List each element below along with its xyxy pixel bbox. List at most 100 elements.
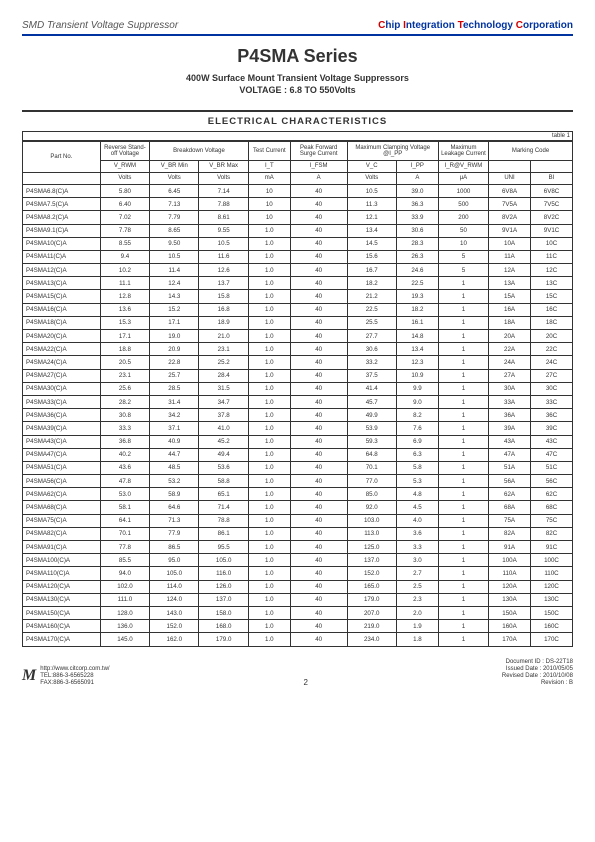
table-cell: 179.0 <box>199 633 248 646</box>
table-cell: 39.0 <box>396 184 438 197</box>
table-cell: 64.1 <box>100 514 149 527</box>
table-cell: 7.6 <box>396 422 438 435</box>
table-cell: 86.5 <box>150 541 199 554</box>
table-cell: 22.5 <box>396 277 438 290</box>
col-header-symbol: V_BR Min <box>150 160 199 172</box>
table-row: P4SMA15(C)A12.814.315.81.04021.219.3115A… <box>23 290 573 303</box>
table-cell: 8V2A <box>489 211 531 224</box>
table-cell: 91C <box>530 541 572 554</box>
table-row: P4SMA120(C)A102.0114.0126.01.040165.02.5… <box>23 580 573 593</box>
table-cell: 43A <box>489 435 531 448</box>
table-cell: 30.6 <box>347 343 396 356</box>
table-row: P4SMA39(C)A33.337.141.01.04053.97.6139A3… <box>23 422 573 435</box>
table-cell: 91A <box>489 541 531 554</box>
table-cell: 62C <box>530 488 572 501</box>
table-cell: 16.8 <box>199 303 248 316</box>
table-cell: 14.8 <box>396 330 438 343</box>
table-row: P4SMA33(C)A28.231.434.71.04045.79.0133A3… <box>23 395 573 408</box>
table-cell: 58.8 <box>199 475 248 488</box>
col-header-symbol <box>530 160 572 172</box>
table-cell: 150A <box>489 606 531 619</box>
table-cell: 85.0 <box>347 488 396 501</box>
table-cell: 22.8 <box>150 356 199 369</box>
table-cell: P4SMA30(C)A <box>23 382 101 395</box>
table-row: P4SMA30(C)A25.628.531.51.04041.49.9130A3… <box>23 382 573 395</box>
table-cell: 28.3 <box>396 237 438 250</box>
table-cell: P4SMA62(C)A <box>23 488 101 501</box>
table-row: P4SMA130(C)A111.0124.0137.01.040179.02.3… <box>23 593 573 606</box>
table-cell: 40 <box>290 237 347 250</box>
table-cell: 10A <box>489 237 531 250</box>
col-header-symbol: V_RWM <box>100 160 149 172</box>
table-cell: 36.8 <box>100 435 149 448</box>
table-cell: 20A <box>489 330 531 343</box>
table-cell: 2.5 <box>396 580 438 593</box>
table-cell: 100C <box>530 554 572 567</box>
table-cell: 5.3 <box>396 475 438 488</box>
table-cell: 16.1 <box>396 316 438 329</box>
table-cell: 8.65 <box>150 224 199 237</box>
table-cell: 19.0 <box>150 330 199 343</box>
table-cell: 10.5 <box>347 184 396 197</box>
table-cell: 40 <box>290 620 347 633</box>
table-cell: 34.2 <box>150 409 199 422</box>
col-header-unit <box>23 172 101 184</box>
table-cell: 10 <box>248 198 290 211</box>
table-cell: 6.9 <box>396 435 438 448</box>
table-cell: 11.3 <box>347 198 396 211</box>
table-cell: 58.9 <box>150 488 199 501</box>
table-cell: 137.0 <box>347 554 396 567</box>
table-cell: 27A <box>489 369 531 382</box>
table-cell: P4SMA120(C)A <box>23 580 101 593</box>
table-cell: 1.0 <box>248 330 290 343</box>
table-cell: 40 <box>290 264 347 277</box>
table-cell: P4SMA13(C)A <box>23 277 101 290</box>
table-cell: P4SMA170(C)A <box>23 633 101 646</box>
table-cell: 30.8 <box>100 409 149 422</box>
table-cell: 27C <box>530 369 572 382</box>
table-cell: 1.0 <box>248 580 290 593</box>
footer: M http://www.citcorp.com.tw/ TEL:886-3-6… <box>22 659 573 688</box>
table-cell: 234.0 <box>347 633 396 646</box>
table-cell: 50 <box>438 224 488 237</box>
table-cell: 25.6 <box>100 382 149 395</box>
table-cell: 25.5 <box>347 316 396 329</box>
table-row: P4SMA27(C)A23.125.728.41.04037.510.9127A… <box>23 369 573 382</box>
table-cell: 31.5 <box>199 382 248 395</box>
table-cell: 136.0 <box>100 620 149 633</box>
table-cell: 40.9 <box>150 435 199 448</box>
table-row: P4SMA36(C)A30.834.237.81.04049.98.2136A3… <box>23 409 573 422</box>
table-cell: 11C <box>530 250 572 263</box>
table-cell: 20.9 <box>150 343 199 356</box>
table-cell: 1 <box>438 633 488 646</box>
table-cell: 24.6 <box>396 264 438 277</box>
table-cell: 41.4 <box>347 382 396 395</box>
table-cell: 4.8 <box>396 488 438 501</box>
table-cell: 78.8 <box>199 514 248 527</box>
table-row: P4SMA16(C)A13.615.216.81.04022.518.2116A… <box>23 303 573 316</box>
table-cell: 1 <box>438 409 488 422</box>
table-cell: 1.0 <box>248 264 290 277</box>
table-cell: 40 <box>290 395 347 408</box>
table-cell: 25.7 <box>150 369 199 382</box>
table-cell: 1 <box>438 369 488 382</box>
table-cell: 40 <box>290 567 347 580</box>
header-right: Chip Integration Technology Corporation <box>378 20 573 31</box>
table-cell: 40 <box>290 369 347 382</box>
table-cell: 16A <box>489 303 531 316</box>
table-cell: 1.0 <box>248 382 290 395</box>
table-cell: 33.2 <box>347 356 396 369</box>
table-cell: P4SMA43(C)A <box>23 435 101 448</box>
table-cell: 2.3 <box>396 593 438 606</box>
table-cell: 14.3 <box>150 290 199 303</box>
table-cell: 48.5 <box>150 461 199 474</box>
page-number: 2 <box>304 678 308 687</box>
table-cell: 39C <box>530 422 572 435</box>
table-row: P4SMA10(C)A8.559.5010.51.04014.528.31010… <box>23 237 573 250</box>
table-cell: 40 <box>290 198 347 211</box>
col-header-symbol: I_T <box>248 160 290 172</box>
table-cell: 26.3 <box>396 250 438 263</box>
table-cell: 179.0 <box>347 593 396 606</box>
table-cell: 15.6 <box>347 250 396 263</box>
table-cell: 58.1 <box>100 501 149 514</box>
